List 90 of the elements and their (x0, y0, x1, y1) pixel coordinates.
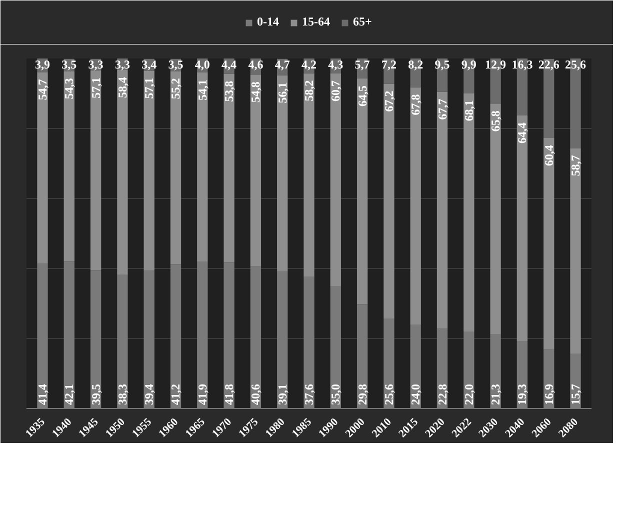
bar (516, 116, 528, 341)
legend-label: 15-64 (302, 14, 330, 30)
data-label: 35,0 (328, 384, 343, 405)
bar (544, 138, 554, 350)
bar (277, 75, 288, 272)
data-label: 4,4 (222, 57, 237, 72)
bar (37, 72, 48, 264)
bar (90, 70, 102, 270)
data-label: 67,2 (382, 90, 396, 112)
data-label: 9,5 (434, 57, 450, 72)
data-label: 4,3 (328, 57, 344, 72)
data-label: 3,9 (34, 57, 50, 72)
data-label: 67,7 (435, 98, 450, 120)
data-label: 53,8 (222, 80, 236, 102)
data-label: 16,9 (542, 384, 556, 405)
data-label: 54,7 (35, 79, 50, 100)
data-label: 64,5 (355, 85, 370, 106)
data-label: 4,2 (302, 57, 316, 72)
data-label: 54,3 (62, 78, 76, 100)
data-label: 9,9 (461, 57, 476, 72)
data-label: 4,7 (274, 58, 290, 72)
data-label: 39,4 (142, 384, 156, 405)
data-label: 40,6 (248, 384, 263, 405)
data-label: 24,0 (408, 384, 423, 405)
data-label: 21,3 (488, 384, 503, 405)
data-label: 68,1 (462, 100, 476, 122)
bar (197, 72, 208, 262)
bar (117, 70, 128, 274)
data-label: 41,4 (35, 384, 50, 405)
x-tick-label: 1940 (50, 416, 74, 440)
bar (330, 74, 341, 286)
data-label: 16,3 (512, 57, 533, 72)
data-label: 15,7 (568, 384, 583, 405)
bar (144, 70, 154, 271)
data-label: 54,1 (195, 80, 210, 100)
data-label: 58,4 (115, 77, 130, 98)
bar (64, 71, 74, 262)
data-label: 3,5 (168, 58, 184, 72)
data-label: 7,2 (381, 57, 396, 72)
data-label: 8,2 (408, 57, 424, 72)
data-label: 29,8 (355, 384, 370, 405)
data-label: 4,6 (248, 57, 264, 72)
data-label: 67,8 (408, 94, 423, 116)
data-label: 58,7 (568, 155, 583, 176)
data-label: 41,2 (168, 384, 183, 405)
data-label: 12,9 (485, 57, 506, 72)
data-label: 37,6 (302, 384, 316, 405)
data-label: 64,4 (515, 122, 530, 144)
data-label: 22,8 (435, 384, 450, 405)
data-label: 38,3 (115, 384, 130, 405)
data-label: 41,9 (195, 384, 210, 405)
data-label: 3,5 (62, 58, 77, 72)
bar (464, 93, 474, 332)
data-label: 41,8 (222, 384, 236, 405)
data-label: 39,1 (275, 384, 290, 405)
data-label: 39,5 (88, 384, 103, 405)
data-label: 57,1 (88, 77, 103, 98)
data-label: 4,0 (194, 57, 210, 72)
data-label: 60,7 (328, 80, 343, 102)
bar (410, 87, 421, 324)
data-label: 65,8 (488, 110, 503, 132)
data-label: 22,0 (462, 384, 476, 405)
data-label: 5,7 (354, 57, 370, 72)
bar (170, 71, 182, 264)
data-label: 56,1 (275, 82, 290, 104)
bar (224, 74, 234, 262)
bar (304, 73, 314, 277)
bar (490, 104, 501, 334)
data-label: 25,6 (565, 57, 586, 72)
data-label: 55,2 (168, 78, 183, 100)
data-label: 57,1 (142, 78, 156, 99)
x-tick-label: 1990 (316, 416, 341, 440)
bar (384, 84, 394, 319)
data-label: 60,4 (542, 144, 556, 166)
bar (570, 148, 581, 354)
bar (356, 78, 368, 304)
legend-label: 0-14 (257, 14, 279, 30)
data-label: 25,6 (382, 384, 396, 405)
data-label: 3,4 (142, 58, 157, 72)
data-label: 22,6 (538, 58, 560, 72)
bar (436, 92, 448, 329)
bar (250, 74, 262, 266)
data-label: 3,3 (114, 57, 130, 72)
data-label: 58,2 (302, 80, 316, 102)
legend-label: 65+ (353, 14, 373, 30)
x-tick-label: 1970 (210, 416, 234, 440)
data-label: 3,3 (88, 58, 104, 72)
data-label: 42,1 (62, 384, 76, 405)
data-label: 19,3 (515, 384, 530, 405)
data-label: 54,8 (248, 82, 263, 103)
